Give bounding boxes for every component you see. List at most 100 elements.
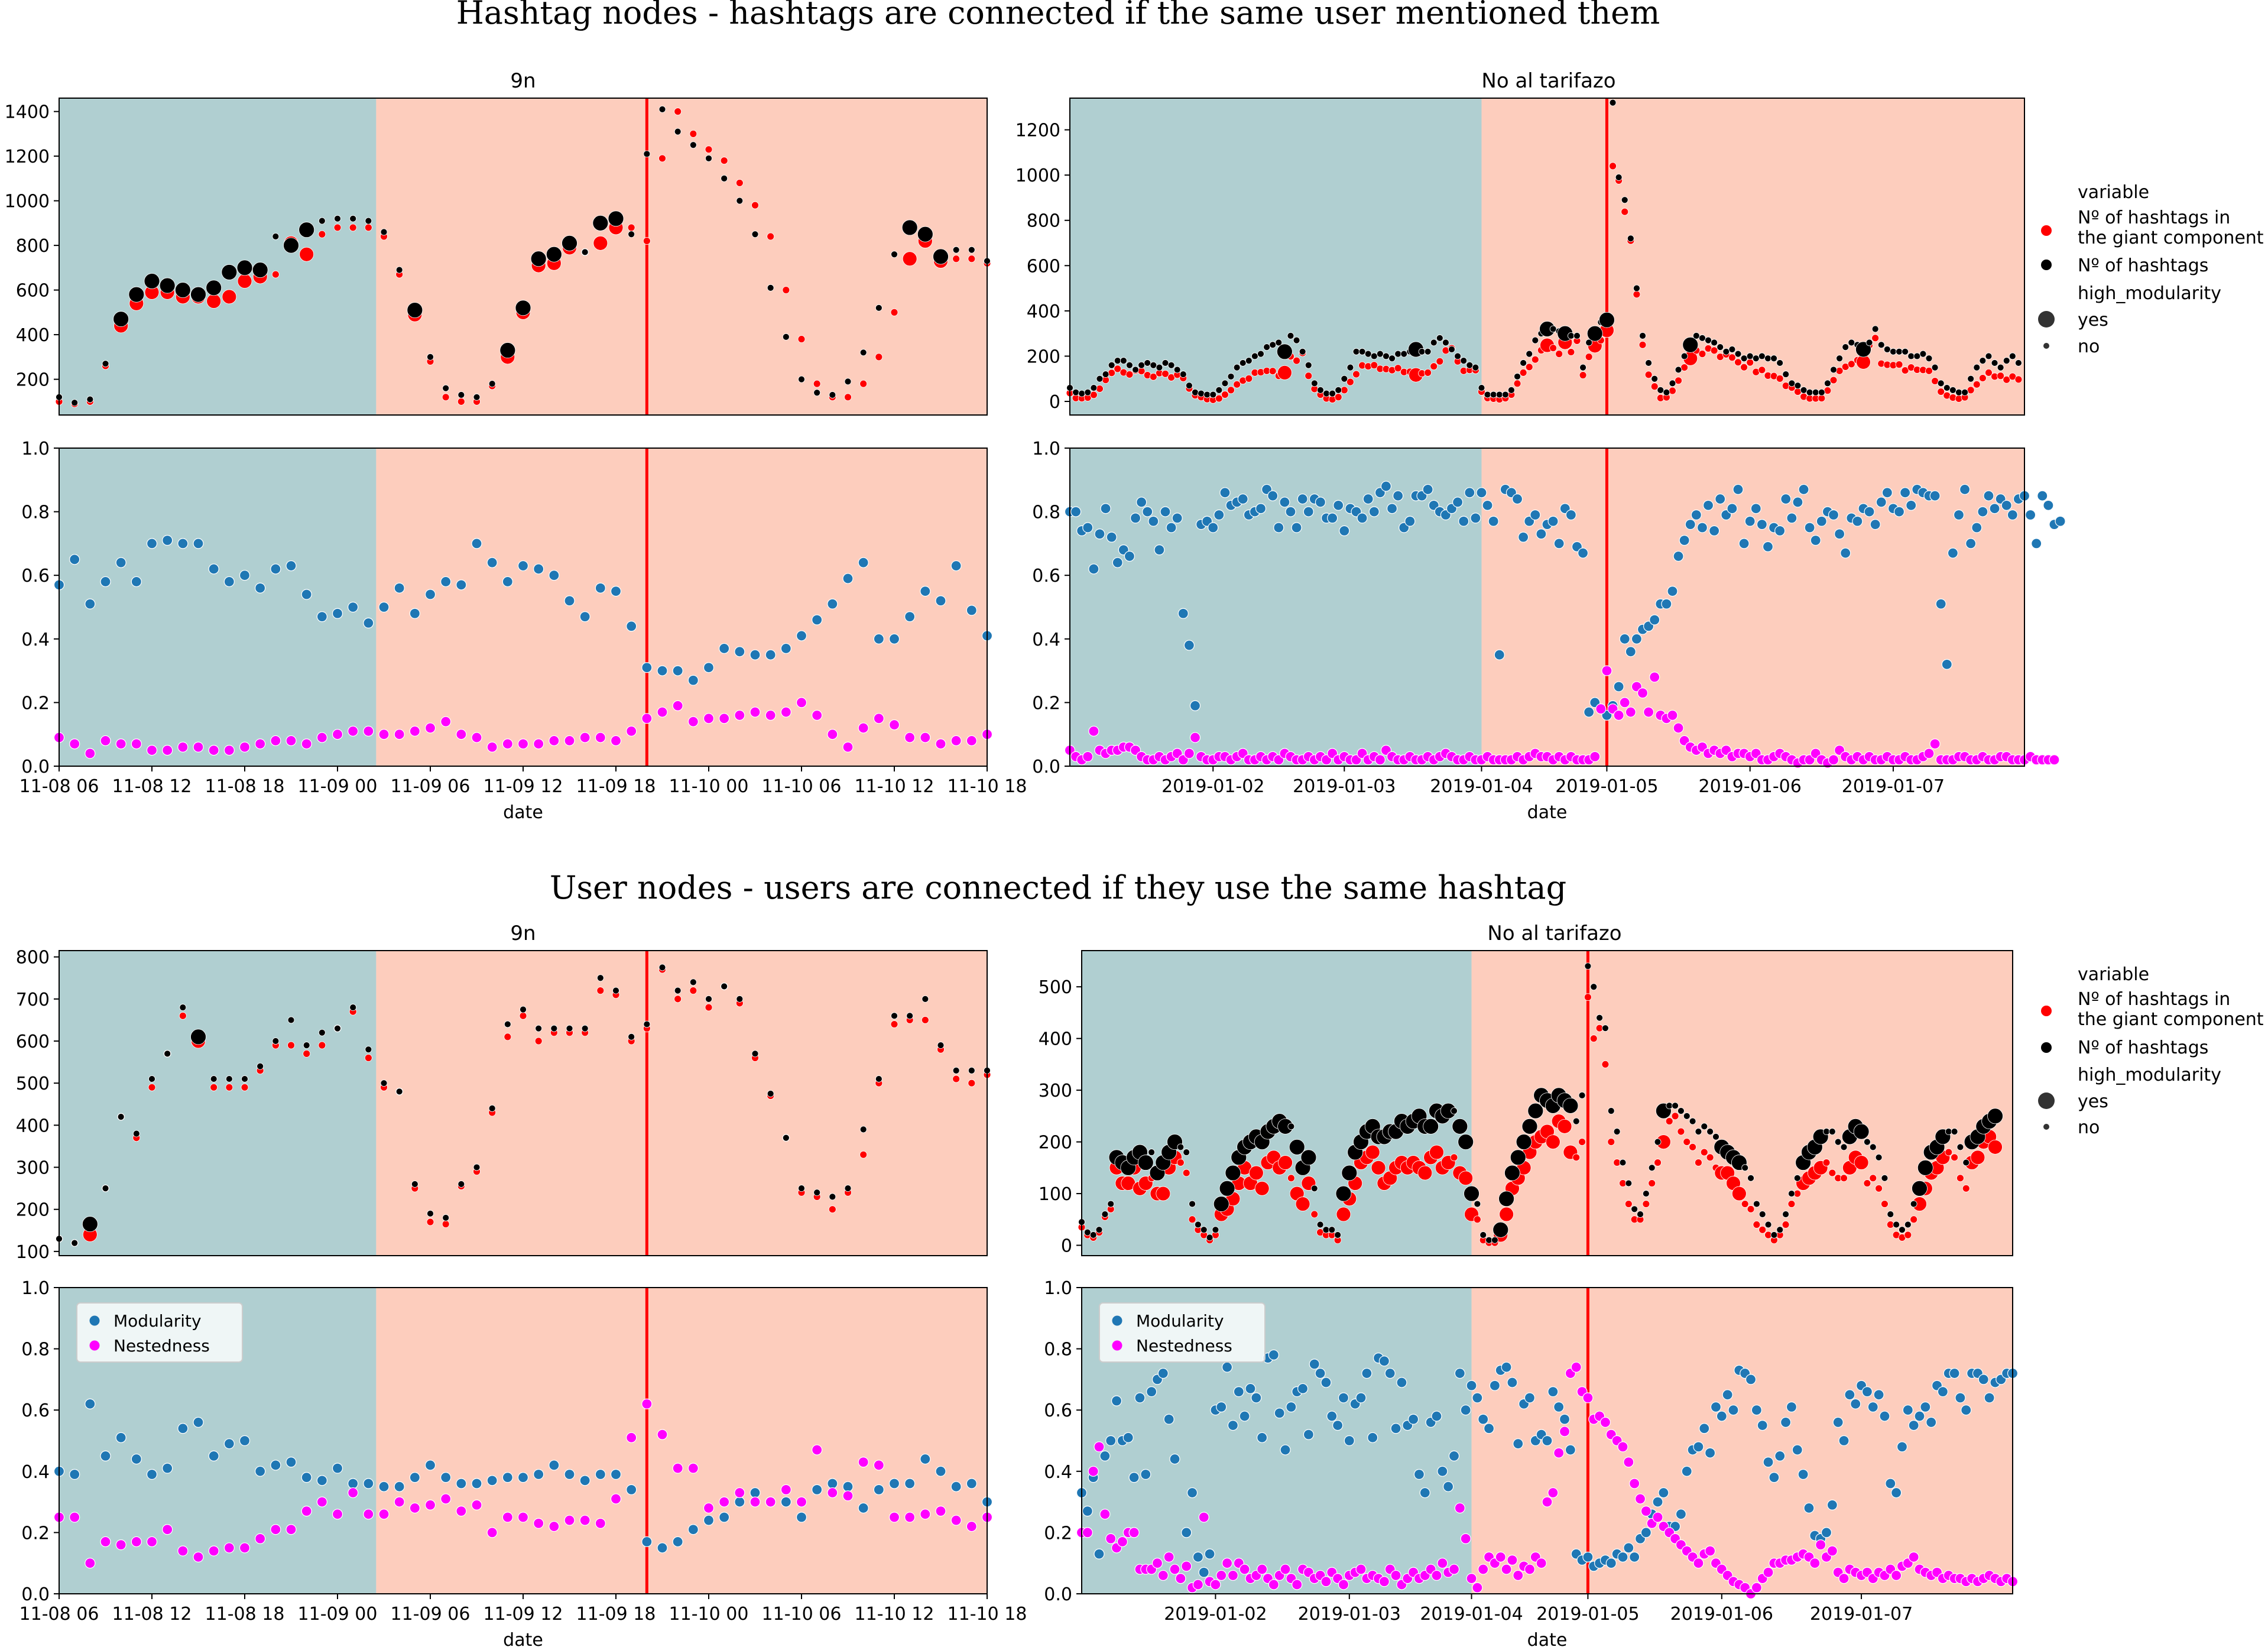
nestedness-point (1227, 1570, 1239, 1581)
giant-point (1698, 350, 1706, 358)
modularity-point (626, 621, 637, 632)
hashtags-point (1194, 1221, 1202, 1228)
hashtags-point (1491, 1236, 1498, 1244)
modularity-point (1673, 550, 1684, 562)
hashtags-point (1179, 371, 1187, 378)
modularity-point (332, 1463, 343, 1474)
nestedness-point (162, 1524, 173, 1535)
hashtags-point (1276, 343, 1293, 360)
y-tick-label: 1000 (5, 192, 50, 212)
hashtags-point (767, 284, 774, 291)
giant-point (1458, 1171, 1474, 1186)
hashtags-point (1400, 350, 1408, 358)
modularity-point (1691, 509, 1702, 521)
hashtags-point (1590, 983, 1598, 991)
nestedness-point (502, 738, 513, 750)
nestedness-point (1582, 1392, 1594, 1403)
legend-modularity-marker (89, 1315, 100, 1326)
nestedness-point (610, 735, 622, 747)
hashtags-point (128, 286, 145, 303)
nestedness-point (486, 1527, 498, 1538)
hashtags-point (933, 248, 949, 265)
x-tick-label: 2019-01-06 (1670, 1604, 1773, 1625)
hashtags-point (1418, 348, 1426, 355)
hashtags-point (1678, 1107, 1685, 1115)
modularity-point (1838, 1435, 1850, 1447)
modularity-point (2037, 490, 2048, 501)
nestedness-point (394, 729, 405, 740)
nestedness-point (641, 1398, 653, 1409)
modularity-point (626, 1484, 637, 1495)
hashtags-point (1212, 1226, 1219, 1234)
nestedness-point (1923, 748, 1935, 759)
nestedness-point (301, 738, 312, 750)
hashtags-point (1728, 346, 1736, 353)
modularity-point (1947, 547, 1958, 559)
nestedness-point (177, 741, 189, 753)
panel-user_tarifazo_metrics: 0.0 0.2 0.4 0.6 0.8 1.0 2019-01-02 2019-01-03 20… (1044, 1278, 2019, 1647)
modularity-point (1640, 1527, 1651, 1538)
modularity-point (177, 538, 189, 549)
hashtags-point (1663, 388, 1670, 396)
modularity-point (1786, 1401, 1797, 1413)
nestedness-point (1374, 754, 1386, 766)
modularity-point (1965, 538, 1977, 549)
modularity-point (1553, 1401, 1565, 1413)
modularity-point (719, 1512, 730, 1523)
modularity-point (115, 557, 126, 568)
giant-point (457, 397, 465, 406)
giant-point (148, 1083, 156, 1091)
panel-title-user-9n: 9n (510, 922, 536, 945)
hashtags-point (1734, 350, 1742, 358)
hashtags-point (174, 282, 191, 299)
hashtags-point (1478, 384, 1485, 391)
nestedness-point (579, 732, 590, 743)
giant-point (1334, 393, 1342, 401)
hashtags-point (581, 1024, 589, 1032)
modularity-point (1333, 500, 1344, 511)
y-tick-label: 100 (16, 1242, 50, 1263)
hashtags-point (1501, 391, 1509, 398)
giant-point (1925, 367, 1933, 375)
hashtags-point (1823, 1128, 1830, 1136)
giant-point (813, 380, 821, 388)
x-tick-label: 11-09 06 (391, 1604, 471, 1625)
giant-point (1951, 1153, 1958, 1162)
nestedness-point (1169, 1564, 1180, 1575)
modularity-point (424, 589, 436, 600)
giant-point (1188, 1215, 1196, 1224)
hashtags-point (829, 1193, 836, 1201)
nestedness-point (1221, 1558, 1233, 1569)
modularity-point (1989, 503, 2000, 514)
panel-user_9n_counts: 100 200 300 400 500 600 700 800 (16, 948, 991, 1263)
hashtags-point (427, 1210, 434, 1217)
hashtags-point (566, 1024, 573, 1032)
hashtags-point (179, 1004, 187, 1011)
axes-frame (1081, 1287, 2013, 1594)
modularity-point (1472, 1392, 1483, 1403)
x-tick-label: 11-08 18 (205, 1604, 285, 1625)
modularity-point (486, 557, 498, 568)
hashtags-point (1329, 390, 1336, 397)
modularity-point (703, 1515, 715, 1526)
modularity-point (239, 1435, 251, 1447)
hashtags-point (1627, 235, 1634, 242)
x-axis-label: date (1527, 802, 1568, 823)
modularity-point (517, 1472, 529, 1483)
hashtags-point (1753, 1200, 1760, 1208)
hashtags-point (221, 264, 238, 280)
giant-point (1642, 1200, 1650, 1208)
modularity-point (115, 1432, 126, 1443)
giant-point (1910, 1215, 1918, 1224)
nestedness-point (549, 735, 560, 747)
giant-point (1525, 363, 1533, 371)
hashtags-point (1818, 388, 1825, 396)
hashtags-point (1613, 1128, 1621, 1136)
hashtags-point (1596, 1014, 1603, 1022)
modularity-point (1661, 598, 1672, 609)
hashtags-point (334, 215, 341, 222)
modularity-point (2043, 500, 2054, 511)
giant-point (1787, 1200, 1796, 1208)
modularity-point (1154, 544, 1165, 556)
modularity-point (1267, 490, 1279, 501)
